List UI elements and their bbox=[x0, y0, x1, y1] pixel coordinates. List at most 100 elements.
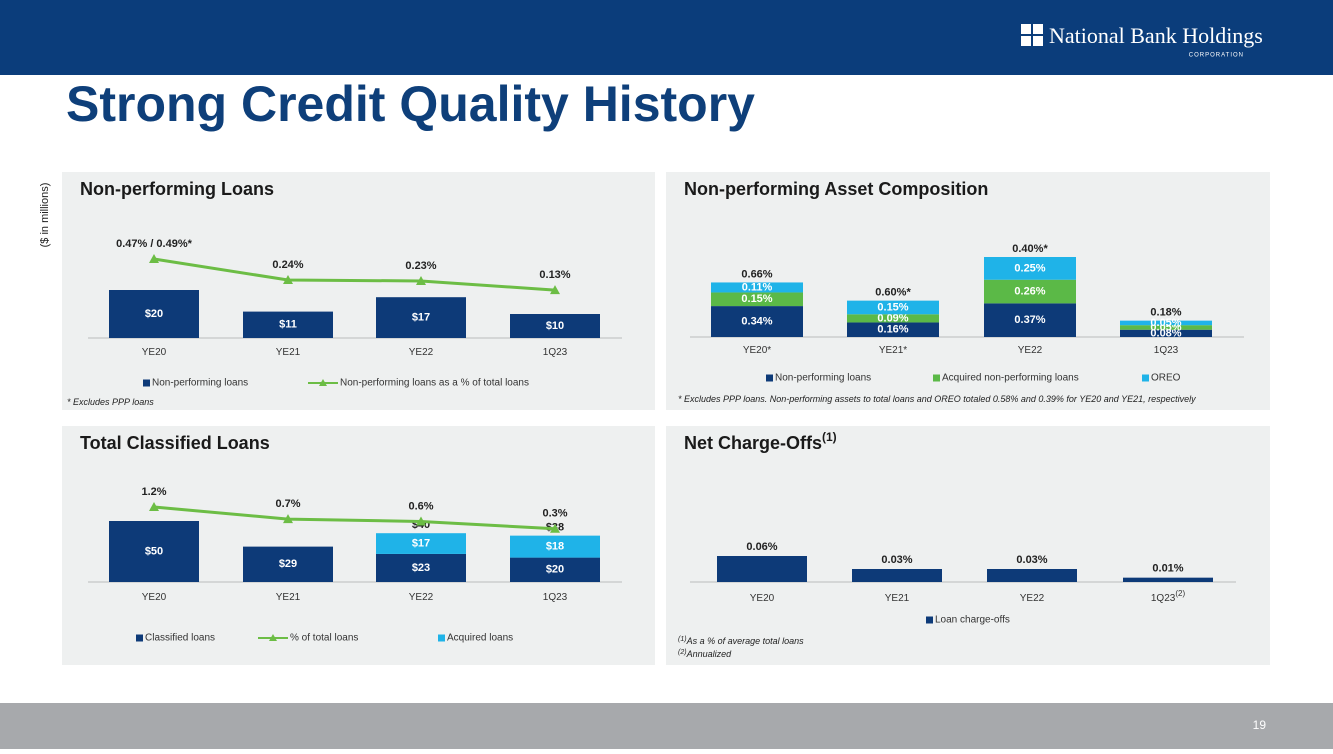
line-marker bbox=[416, 275, 426, 285]
footnote: (2)Annualized bbox=[678, 649, 732, 660]
x-tick-label-text: YE20 bbox=[142, 347, 167, 358]
bar-value-label: 0.37% bbox=[1014, 314, 1045, 326]
x-tick-label: 1Q23(2) bbox=[1151, 589, 1186, 604]
bar bbox=[987, 569, 1077, 582]
line-value-label: 1.2% bbox=[141, 486, 166, 498]
bar bbox=[847, 322, 939, 337]
panel-title: Non-performing Asset Composition bbox=[684, 179, 988, 199]
x-tick-label-text: 1Q23 bbox=[1154, 345, 1179, 356]
bar-value-label: $50 bbox=[145, 545, 163, 557]
line-value-label: 0.47% / 0.49%* bbox=[116, 238, 193, 250]
line-value-label: 0.7% bbox=[275, 498, 300, 510]
legend-swatch bbox=[1142, 374, 1149, 382]
bar-value-label: 0.16% bbox=[877, 324, 908, 336]
x-tick-label: YE21 bbox=[276, 592, 301, 603]
bar bbox=[376, 533, 466, 554]
bar bbox=[847, 314, 939, 323]
x-tick-label: 1Q23 bbox=[1154, 345, 1179, 356]
legend-swatch bbox=[438, 634, 445, 642]
x-tick-label: YE21* bbox=[879, 345, 907, 356]
bar bbox=[1123, 577, 1213, 582]
footnote-mark: (2) bbox=[678, 649, 687, 656]
x-tick-label: YE20 bbox=[750, 593, 775, 604]
x-tick-label-text: YE22 bbox=[409, 347, 434, 358]
legend-label: Acquired loans bbox=[447, 633, 513, 644]
x-tick-label: YE21 bbox=[276, 347, 301, 358]
footnote-mark: (1) bbox=[678, 636, 687, 643]
bar bbox=[109, 521, 199, 582]
bar-value-label: 0.34% bbox=[741, 315, 772, 327]
legend-label: Non-performing loans as a % of total loa… bbox=[340, 378, 529, 389]
x-tick-label: YE22 bbox=[409, 592, 434, 603]
bar-value-label: 0.11% bbox=[742, 281, 773, 293]
x-tick-label-text: 1Q23 bbox=[543, 347, 568, 358]
bar-value-label: 0.03% bbox=[1016, 554, 1047, 566]
bar-value-label: 0.25% bbox=[1014, 262, 1045, 274]
bar bbox=[109, 290, 199, 338]
line-marker bbox=[550, 523, 560, 533]
axis-note: ($ in millions) bbox=[39, 183, 51, 248]
x-tick-label-text: YE22 bbox=[1018, 345, 1043, 356]
legend-swatch bbox=[766, 374, 773, 382]
bar bbox=[376, 553, 466, 582]
x-tick-label-text: 1Q23 bbox=[543, 592, 568, 603]
line bbox=[153, 505, 556, 531]
bar-value-label: $10 bbox=[546, 320, 564, 332]
bar-value-label: $23 bbox=[412, 562, 430, 574]
x-tick-label-text: YE21 bbox=[276, 592, 301, 603]
panel-title-text: Total Classified Loans bbox=[80, 433, 270, 453]
x-tick-label: YE20 bbox=[142, 347, 167, 358]
line-marker bbox=[283, 275, 293, 285]
footnote: (1)As a % of average total loans bbox=[678, 636, 804, 647]
line bbox=[153, 257, 556, 292]
footer-bar bbox=[0, 703, 1333, 749]
legend-label: OREO bbox=[1151, 373, 1181, 384]
x-tick-label: YE22 bbox=[409, 347, 434, 358]
panel bbox=[666, 426, 1270, 665]
logo-subtext: CORPORATION bbox=[1189, 53, 1244, 59]
slide-title: Strong Credit Quality History bbox=[66, 76, 755, 132]
legend-marker bbox=[319, 379, 327, 386]
panel-title-text: Net Charge-Offs bbox=[684, 433, 822, 453]
legend-label: % of total loans bbox=[290, 633, 358, 644]
bar bbox=[243, 311, 333, 338]
header-bar bbox=[0, 0, 1333, 75]
x-tick-label-text: YE22 bbox=[1020, 593, 1045, 604]
bar-value-label: 0.09% bbox=[877, 312, 908, 324]
line-marker bbox=[149, 254, 159, 263]
bar-value-label: 0.15% bbox=[741, 293, 772, 305]
bar-value-label: 0.15% bbox=[877, 301, 908, 313]
bar-value-label: 0.03% bbox=[881, 554, 912, 566]
bar bbox=[510, 535, 600, 558]
bar bbox=[376, 297, 466, 338]
bar-value-label: $20 bbox=[546, 564, 564, 576]
bar bbox=[510, 314, 600, 338]
legend-label: Classified loans bbox=[145, 633, 215, 644]
legend-label: Acquired non-performing loans bbox=[942, 373, 1079, 384]
footnote: * Excludes PPP loans. Non-performing ass… bbox=[678, 394, 1196, 404]
bar-value-label: $17 bbox=[412, 537, 430, 549]
bar bbox=[711, 282, 803, 293]
legend-swatch bbox=[926, 616, 933, 624]
line-value-label: 0.13% bbox=[539, 269, 570, 281]
x-tick-label-text: YE22 bbox=[409, 592, 434, 603]
bar bbox=[1120, 320, 1212, 326]
x-tick-label: YE22 bbox=[1020, 593, 1045, 604]
bar-value-label: $17 bbox=[412, 312, 430, 324]
x-tick-note: (2) bbox=[1175, 589, 1185, 598]
panel-title: Net Charge-Offs(1) bbox=[684, 430, 837, 453]
panel-title-text: Non-performing Loans bbox=[80, 179, 274, 199]
bar-value-label: $29 bbox=[279, 558, 297, 570]
bar bbox=[510, 557, 600, 582]
bar bbox=[852, 569, 942, 582]
x-tick-label-text: YE20* bbox=[743, 345, 771, 356]
bar bbox=[984, 303, 1076, 337]
total-label: 0.18% bbox=[1150, 307, 1181, 319]
logo-icon bbox=[1021, 24, 1043, 46]
x-tick-label-text: YE21 bbox=[885, 593, 910, 604]
x-tick-label-text: 1Q23 bbox=[1151, 593, 1176, 604]
line-marker bbox=[283, 514, 293, 524]
legend-swatch bbox=[143, 379, 150, 387]
bar bbox=[717, 556, 807, 582]
line-marker bbox=[149, 502, 159, 511]
